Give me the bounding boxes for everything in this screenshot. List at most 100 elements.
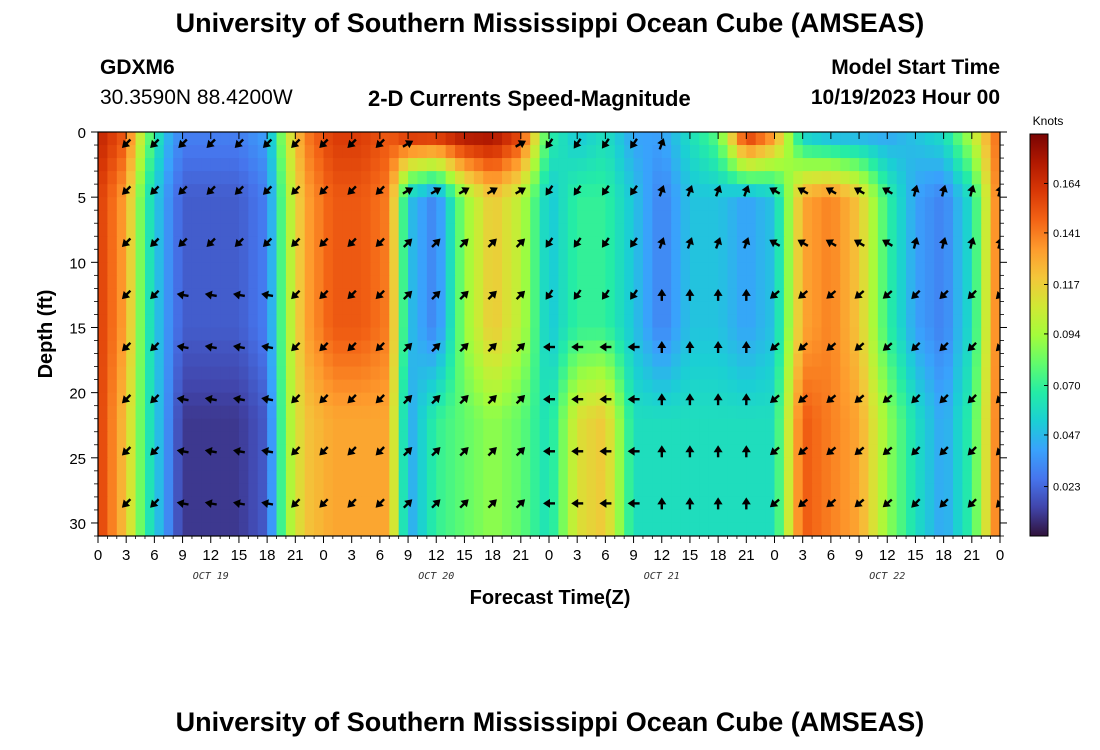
heatmap-cell [98,145,108,159]
current-arrow-head [291,447,300,456]
heatmap-cell [812,340,823,355]
heatmap-cell [398,262,409,276]
heatmap-cell [248,184,259,198]
heatmap-cell [915,457,926,472]
heatmap-cell [370,288,381,303]
heatmap-cell [220,509,231,524]
heatmap-cell [906,275,917,289]
heatmap-cell [549,379,559,394]
current-arrow [657,341,667,353]
heatmap-cell [971,223,982,237]
heatmap-cell [689,171,700,185]
current-arrow [291,237,301,247]
x-axis: 0 3 6 9 12 15 18 21 0 3 6 9 12 15 18 21 0 3 6 9 12 15 18 21 0 3 6 9… [94,132,1004,582]
heatmap-cell [220,197,231,211]
heatmap-cell [624,249,635,263]
current-arrow-head [854,447,863,456]
heatmap-cell [614,184,625,198]
heatmap-cell [708,353,719,368]
heatmap-cell [370,522,381,536]
heatmap-cell [408,418,419,433]
heatmap-cell [962,379,973,394]
heatmap-cell [943,405,954,420]
heatmap-cell [718,470,729,485]
heatmap-cell [210,145,221,159]
heatmap-cell [98,353,108,368]
heatmap-cell [887,509,898,524]
heatmap-cell [549,236,559,250]
x-tick-label: 21 [963,547,980,564]
heatmap-cell [642,262,653,276]
heatmap-cell [689,340,700,355]
heatmap-cell [783,275,794,289]
heatmap-cell [464,158,475,172]
heatmap-cell [502,522,513,536]
heatmap-cell [408,496,419,511]
heatmap-cell [332,171,343,185]
heatmap-cell [483,431,494,446]
heatmap-cell [426,340,437,355]
heatmap-cell [736,249,747,263]
heatmap-cell [98,184,108,198]
current-arrow [627,446,640,456]
heatmap-cell [699,470,710,485]
heatmap-cell [107,340,118,355]
heatmap-cell [408,262,419,276]
x-tick-label: 0 [996,547,1004,564]
current-arrow-head [375,139,384,148]
heatmap-cell [417,262,428,276]
current-arrow-head [150,343,159,352]
heatmap-cell [201,470,212,485]
heatmap-cell [971,353,982,368]
heatmap-cell [981,340,992,355]
heatmap-cell [793,418,804,433]
colorbar-tick-label: 0.070 [1053,381,1081,393]
heatmap-cell [680,145,691,159]
heatmap-cell [502,132,513,146]
heatmap-cell [464,236,475,250]
heatmap-cell [304,197,315,211]
heatmap-cell [417,522,428,536]
heatmap-cell [783,210,794,224]
current-arrow [599,498,612,508]
heatmap-cell [361,392,372,407]
heatmap-cell [126,431,137,446]
heatmap-cell [765,353,776,368]
current-arrow-head [657,497,667,505]
heatmap-cell [849,171,860,185]
heatmap-cell [567,314,578,329]
heatmap-cell [746,340,757,355]
heatmap-cell [492,379,503,394]
current-arrow [150,237,160,247]
heatmap-cell [191,379,202,394]
heatmap-cell [689,457,700,472]
heatmap-cell [473,301,484,316]
heatmap-cell [408,223,419,237]
heatmap-cell [821,197,832,211]
heatmap-cell [990,314,1000,329]
heatmap-cell [718,483,729,498]
heatmap-cell [314,509,325,524]
heatmap-cell [736,522,747,536]
heatmap-cell [408,327,419,342]
heatmap-cell [680,275,691,289]
heatmap-cell [812,522,823,536]
heatmap-cell [342,496,353,511]
heatmap-cell [342,340,353,355]
heatmap-cell [943,353,954,368]
heatmap-cell [642,327,653,342]
heatmap-cell [304,210,315,224]
current-arrow-head [545,187,554,196]
heatmap-cell [473,145,484,159]
heatmap-cell [661,496,672,511]
heatmap-cell [361,405,372,420]
current-arrow [573,138,582,149]
heatmap-cell [107,262,118,276]
heatmap-cell [342,171,353,185]
heatmap-cell [868,197,879,211]
heatmap-cell [877,418,888,433]
heatmap-cell [126,262,137,276]
heatmap-cell [98,444,108,459]
heatmap-cell [98,340,108,355]
heatmap-cell [859,496,870,511]
